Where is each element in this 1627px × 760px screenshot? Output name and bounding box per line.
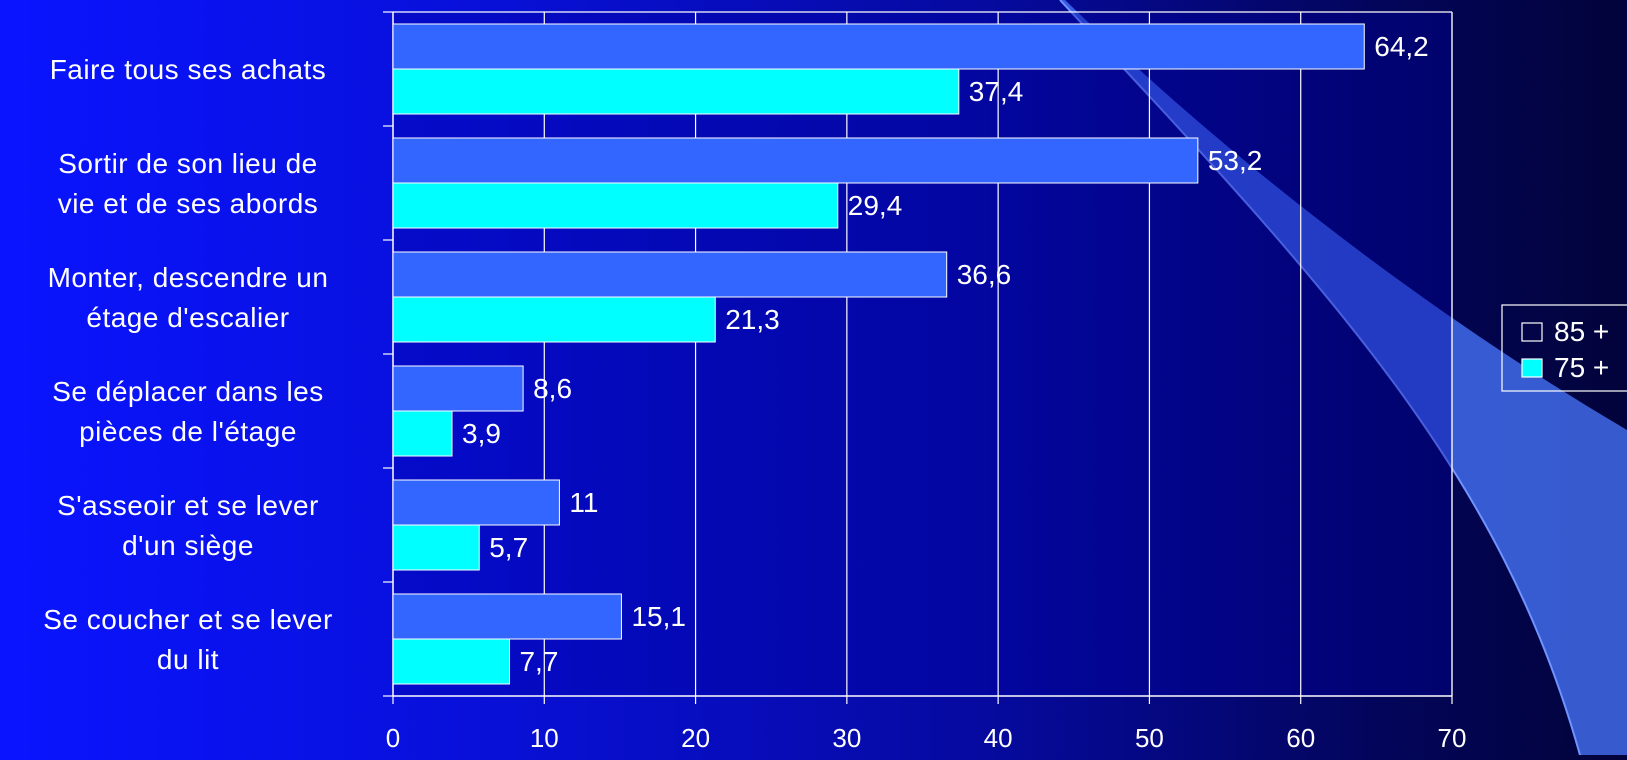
legend-swatch: [1521, 322, 1543, 342]
legend-label: 85 +: [1554, 316, 1609, 347]
legend-swatch: [1521, 358, 1543, 378]
category-label: étage d'escalier: [86, 302, 289, 333]
data-label: 5,7: [489, 532, 528, 563]
category-label: du lit: [157, 644, 219, 675]
category-label: Faire tous ses achats: [50, 54, 327, 85]
bar-series-2: [392, 296, 716, 343]
category-label: Se déplacer dans les: [52, 376, 324, 407]
data-label: 53,2: [1208, 145, 1263, 176]
category-label: pièces de l'étage: [79, 416, 297, 447]
legend-box: [1501, 304, 1627, 392]
data-label: 8,6: [533, 373, 572, 404]
x-tick-label: 50: [1135, 723, 1164, 753]
data-label: 11: [569, 487, 598, 518]
x-tick-label: 60: [1286, 723, 1315, 753]
x-tick-label: 20: [681, 723, 710, 753]
data-label: 3,9: [462, 418, 501, 449]
bar-series-1: [392, 251, 948, 298]
category-label: Monter, descendre un: [48, 262, 329, 293]
x-tick-label: 40: [984, 723, 1013, 753]
bar-series-2: [392, 182, 839, 229]
bar-series-1: [392, 137, 1199, 184]
data-label: 29,4: [848, 190, 903, 221]
data-label: 64,2: [1374, 31, 1429, 62]
data-label: 15,1: [631, 601, 686, 632]
data-label: 36,6: [957, 259, 1012, 290]
legend-label: 75 +: [1554, 352, 1609, 383]
category-label: Sortir de son lieu de: [58, 148, 318, 179]
plot-background: [393, 12, 1452, 696]
x-tick-label: 30: [832, 723, 861, 753]
bar-series-2: [392, 68, 960, 115]
bar-series-1: [392, 593, 622, 640]
bar-series-2: [392, 638, 510, 685]
data-label: 7,7: [519, 646, 558, 677]
category-label: S'asseoir et se lever: [57, 490, 319, 521]
category-label: vie et de ses abords: [58, 188, 319, 219]
bar-series-1: [392, 479, 560, 526]
x-tick-label: 0: [386, 723, 400, 753]
bar-series-1: [392, 23, 1365, 70]
x-tick-label: 10: [530, 723, 559, 753]
decorative-swoosh-edge: [1059, 0, 1581, 756]
decorative-swoosh: [1060, 0, 1627, 755]
plot-area: 0 10 20 30 40 50 60 70 Faire tous ses achats Sort…: [43, 11, 1467, 753]
x-tick-label: 70: [1438, 723, 1467, 753]
bar-series-1: [392, 365, 524, 412]
legend: 85 + 75 +: [1501, 304, 1627, 392]
data-label: 21,3: [725, 304, 780, 335]
bar-series-2: [392, 524, 480, 571]
data-label: 37,4: [969, 76, 1024, 107]
category-label: Se coucher et se lever: [43, 604, 333, 635]
bar-series-2: [392, 410, 453, 457]
category-label: d'un siège: [122, 530, 254, 561]
